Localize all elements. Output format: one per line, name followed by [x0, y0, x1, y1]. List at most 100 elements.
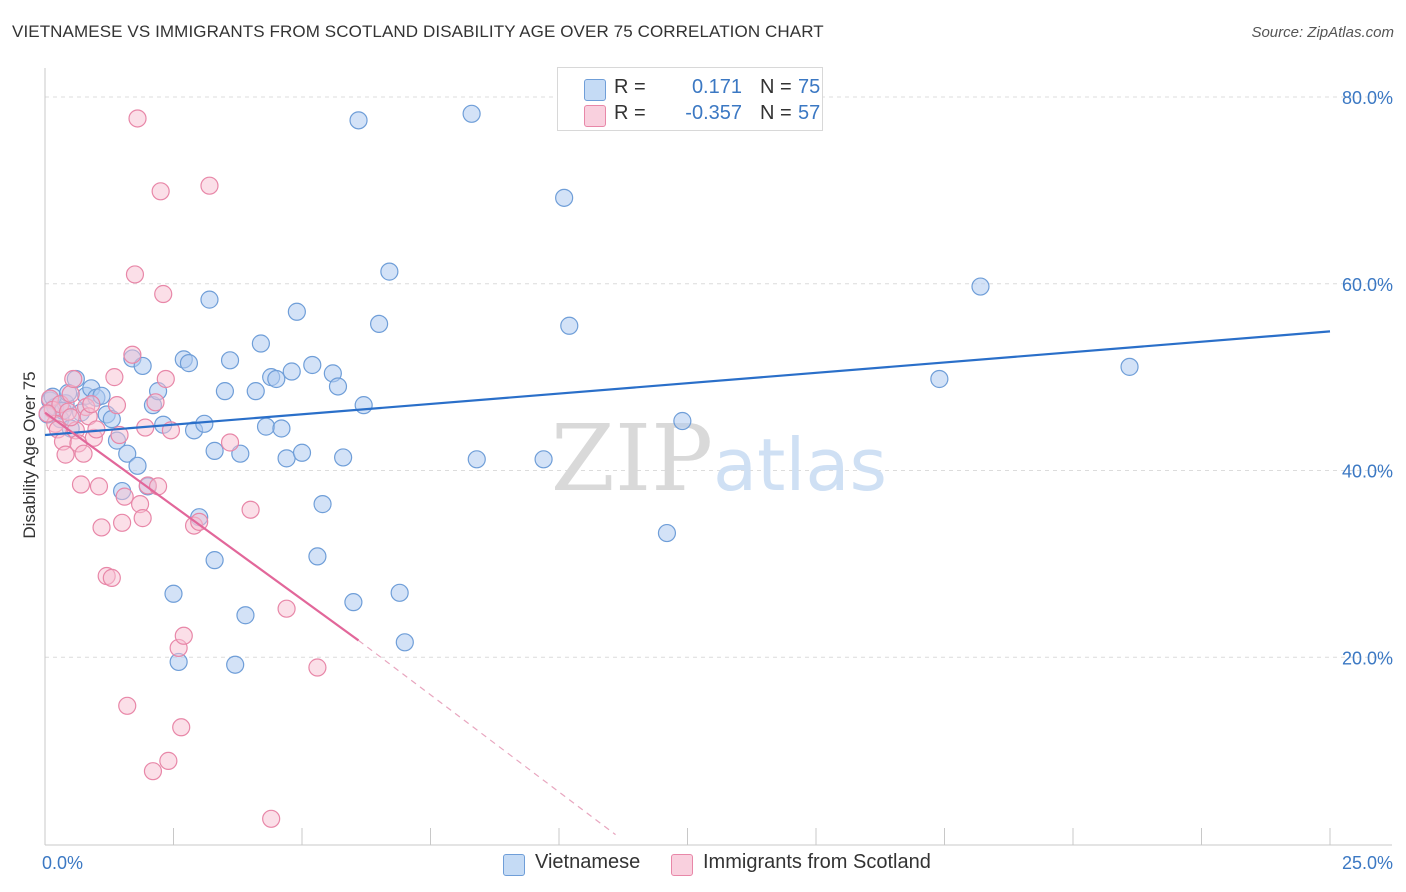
bottom-legend-label-vietnamese: Vietnamese — [535, 851, 641, 873]
y-tick-label: 80.0% — [1342, 88, 1393, 108]
scotland-point — [172, 718, 191, 737]
vietnamese-point — [467, 450, 486, 469]
vietnamese-point — [236, 606, 255, 625]
vietnamese-point — [220, 351, 240, 370]
vietnamese-point — [303, 355, 322, 375]
scotland-point — [61, 408, 80, 427]
scotland-point — [190, 512, 209, 531]
vietnamese-point — [462, 104, 481, 123]
x-tick-label: 0.0% — [42, 853, 83, 873]
vietnamese-point — [256, 417, 276, 436]
legend-r-value: -0.357 — [685, 102, 742, 124]
scotland-point — [112, 513, 132, 532]
scotland-point — [156, 369, 175, 389]
vietnamese-point — [226, 655, 245, 674]
scotland-point — [89, 477, 109, 496]
scotland-point — [102, 568, 121, 587]
scotland-point — [146, 393, 165, 412]
scotland-point — [110, 425, 129, 445]
vietnamese-point — [277, 449, 296, 468]
scotland-point — [174, 626, 193, 645]
vietnamese-point — [555, 188, 574, 207]
vietnamese-point — [133, 356, 152, 376]
legend-r-value: 0.171 — [691, 76, 742, 98]
legend-swatch-scotland — [584, 105, 606, 127]
vietnamese-point — [930, 369, 949, 389]
vietnamese-point — [292, 443, 312, 462]
vietnamese-point — [200, 290, 219, 309]
vietnamese-point — [205, 441, 224, 460]
vietnamese-point — [560, 316, 579, 335]
vietnamese-trend-line — [44, 330, 1331, 437]
scotland-point — [154, 284, 173, 304]
correlation-legend: R = 0.171 N = 75 R = -0.357 N = 57 — [557, 67, 823, 131]
watermark: ZIP atlas — [551, 405, 887, 512]
vietnamese-point — [215, 382, 234, 401]
scotland-point — [56, 445, 75, 464]
scotland-point — [241, 500, 260, 519]
scotland-point — [61, 384, 80, 404]
vietnamese-point — [308, 547, 327, 566]
scotland-point — [308, 658, 327, 677]
y-tick-label: 20.0% — [1342, 648, 1393, 668]
grid-lines — [45, 96, 1390, 658]
vietnamese-point — [380, 262, 399, 281]
legend-swatch-vietnamese — [584, 79, 606, 101]
bottom-legend-label-scotland: Immigrants from Scotland — [703, 851, 931, 873]
vietnamese-point — [287, 302, 306, 321]
vietnamese-point — [673, 411, 692, 431]
legend-n-label: N = — [760, 102, 792, 124]
vietnamese-point — [164, 584, 183, 603]
vietnamese-point — [1120, 357, 1139, 376]
source-label: Source: ZipAtlas.com — [1251, 24, 1394, 41]
vietnamese-point — [251, 334, 270, 353]
scotland-point — [148, 477, 168, 496]
bottom-legend-swatch-scotland — [671, 854, 693, 876]
y-tick-label: 40.0% — [1342, 462, 1393, 482]
scotland-point — [74, 444, 93, 463]
vietnamese-point — [272, 419, 291, 438]
vietnamese-point — [313, 495, 332, 514]
vietnamese-point — [534, 450, 553, 469]
vietnamese-point — [328, 377, 348, 396]
vietnamese-point — [657, 523, 677, 543]
scotland-point — [125, 265, 145, 284]
series-scotland — [38, 109, 327, 828]
axes — [44, 68, 1392, 846]
bottom-legend-swatch-vietnamese — [503, 854, 525, 876]
y-axis-label: Disability Age Over 75 — [20, 371, 39, 538]
scotland-point — [105, 368, 124, 387]
trend-lines — [44, 330, 1331, 836]
scotland-point — [64, 369, 83, 389]
legend-r-label: R = — [614, 102, 646, 124]
scotland-point — [107, 396, 127, 415]
vietnamese-point — [128, 456, 147, 475]
vietnamese-point — [334, 448, 353, 467]
scotland-point — [82, 395, 101, 414]
vietnamese-point — [205, 551, 224, 570]
scotland-point — [128, 109, 147, 128]
vietnamese-point — [282, 362, 301, 381]
vietnamese-point — [390, 583, 409, 602]
scotland-trend-line — [44, 411, 360, 642]
vietnamese-point — [179, 354, 199, 373]
scotland-point — [262, 809, 281, 828]
scotland-point — [71, 475, 91, 494]
tick-labels: 20.0% 40.0% 60.0% 80.0% 0.0% 25.0% — [42, 88, 1393, 873]
legend-n-label: N = — [760, 76, 792, 98]
vietnamese-point — [195, 414, 214, 433]
vietnamese-point — [349, 111, 368, 130]
legend-n-value: 75 — [798, 76, 821, 98]
y-tick-label: 60.0% — [1342, 275, 1393, 295]
scotland-point — [133, 509, 152, 528]
legend-n-value: 57 — [798, 102, 821, 124]
vietnamese-point — [971, 277, 990, 296]
vietnamese-point — [344, 593, 363, 612]
vietnamese-point — [370, 314, 389, 334]
vietnamese-point — [246, 382, 265, 401]
scotland-point — [92, 518, 111, 537]
scotland-point — [277, 599, 296, 618]
chart-title: VIETNAMESE VS IMMIGRANTS FROM SCOTLAND D… — [12, 22, 824, 41]
scotland-point — [143, 762, 163, 781]
vietnamese-point — [267, 369, 286, 389]
